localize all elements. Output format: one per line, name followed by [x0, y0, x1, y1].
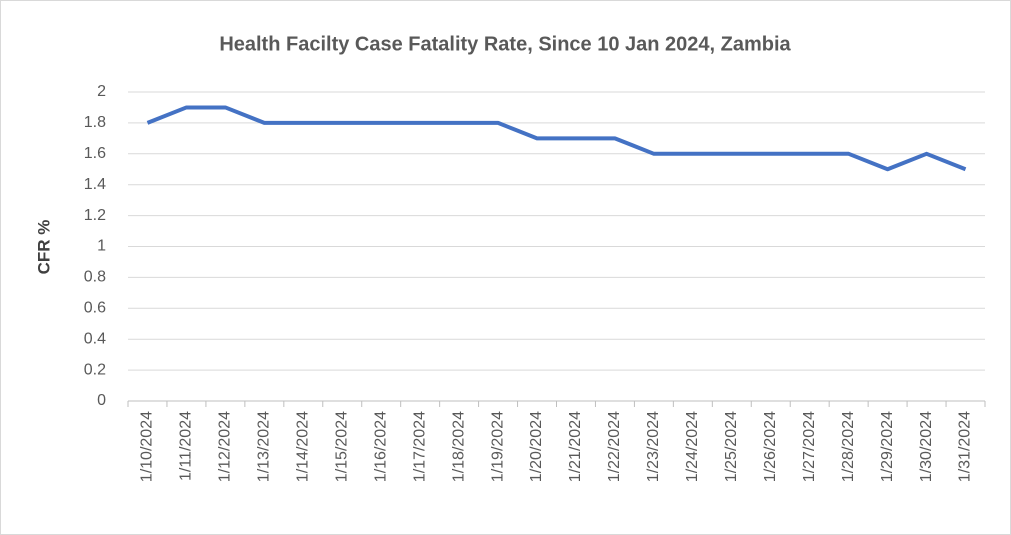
- x-tick-label: 1/10/2024: [139, 411, 156, 482]
- y-tick-label: 2: [97, 83, 106, 100]
- x-tick-label: 1/19/2024: [489, 411, 506, 482]
- chart-title: Health Facilty Case Fatality Rate, Since…: [219, 33, 791, 55]
- x-tick-label: 1/26/2024: [762, 411, 779, 482]
- x-tick-label: 1/17/2024: [411, 411, 428, 482]
- y-tick-label: 1.4: [84, 176, 106, 193]
- x-tick-label: 1/21/2024: [567, 411, 584, 482]
- x-tick-label: 1/12/2024: [217, 411, 234, 482]
- x-tick-label: 1/25/2024: [723, 411, 740, 482]
- y-tick-label: 0.8: [84, 269, 106, 286]
- x-tick-label: 1/28/2024: [840, 411, 857, 482]
- x-tick-label: 1/18/2024: [450, 411, 467, 482]
- y-tick-label: 1: [97, 238, 106, 255]
- x-tick-label: 1/11/2024: [178, 411, 195, 481]
- x-tick-label: 1/23/2024: [645, 411, 662, 482]
- y-tick-label: 1.8: [84, 114, 106, 131]
- x-tick-label: 1/31/2024: [957, 411, 974, 482]
- x-tick-label: 1/30/2024: [918, 411, 935, 482]
- y-tick-label: 0: [97, 392, 106, 409]
- x-tick-label: 1/27/2024: [801, 411, 818, 482]
- y-tick-label: 0.4: [84, 330, 106, 347]
- y-axis-label: CFR %: [34, 220, 53, 275]
- x-tick-label: 1/16/2024: [372, 411, 389, 482]
- x-tick-label: 1/22/2024: [606, 411, 623, 482]
- y-tick-label: 0.2: [84, 361, 106, 378]
- y-tick-label: 1.6: [84, 145, 106, 162]
- y-tick-label: 0.6: [84, 300, 106, 317]
- x-tick-label: 1/13/2024: [256, 411, 273, 482]
- x-tick-label: 1/15/2024: [333, 411, 350, 482]
- x-tick-label: 1/24/2024: [684, 411, 701, 482]
- x-tick-label: 1/29/2024: [879, 411, 896, 482]
- y-tick-label: 1.2: [84, 207, 106, 224]
- x-tick-label: 1/20/2024: [528, 411, 545, 482]
- line-series: [146, 105, 967, 172]
- x-tick-label: 1/14/2024: [295, 411, 312, 482]
